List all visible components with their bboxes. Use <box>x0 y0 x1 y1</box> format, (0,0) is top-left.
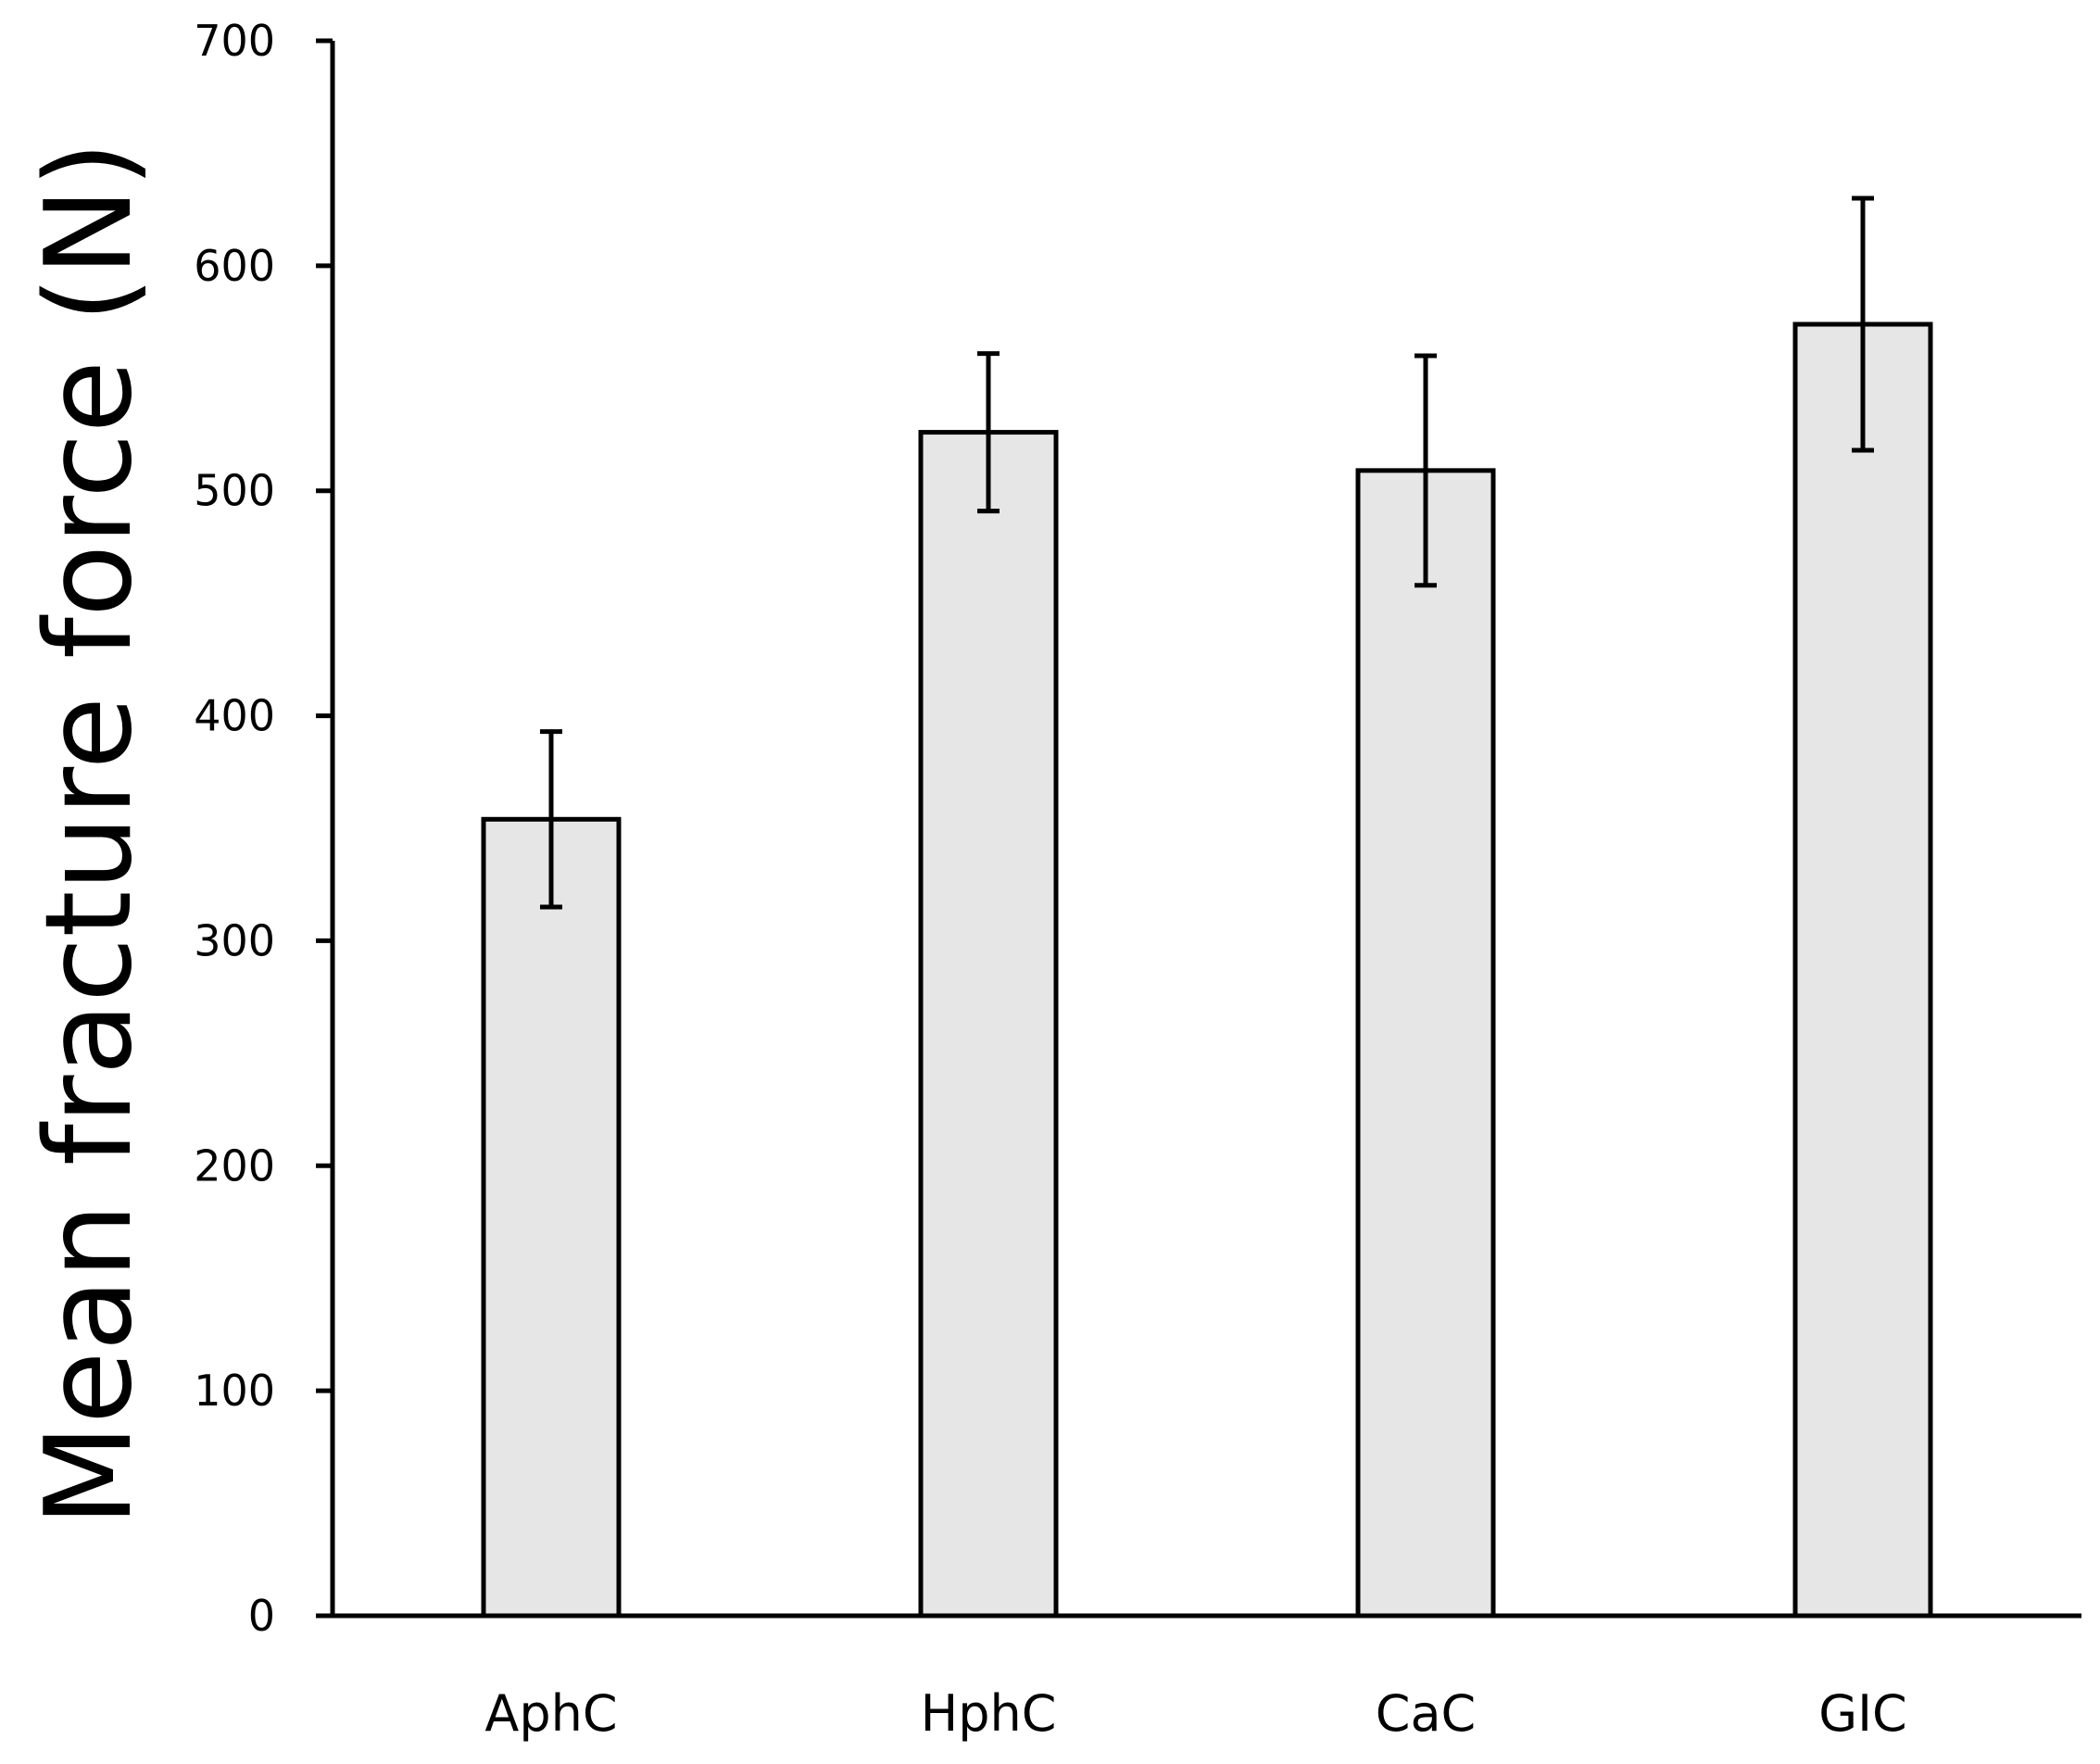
y-tick-label: 0 <box>248 1591 275 1641</box>
y-tick-label: 200 <box>194 1140 275 1191</box>
bar-aphc <box>481 816 622 1619</box>
x-tick-label-cac: CaC <box>1376 1684 1477 1743</box>
bar-cac <box>1355 468 1496 1619</box>
x-tick-label-hphc: HphC <box>921 1684 1057 1743</box>
y-tick-label: 600 <box>194 241 275 291</box>
y-tick-label: 400 <box>194 691 275 741</box>
x-axis-labels: AphC HphC CaC GIC <box>484 1684 1906 1743</box>
y-tick-label: 100 <box>194 1366 275 1416</box>
error-bars <box>540 195 1874 910</box>
x-tick-label-aphc: AphC <box>484 1684 617 1743</box>
bar-gic <box>1792 321 1933 1619</box>
y-tick-label: 700 <box>194 16 275 66</box>
y-axis-title: Mean fracture force (N) <box>20 141 158 1526</box>
bar-hphc <box>918 430 1059 1619</box>
y-tick-label: 300 <box>194 915 275 965</box>
x-tick-label-gic: GIC <box>1818 1684 1906 1743</box>
y-tick-label: 500 <box>194 466 275 516</box>
y-axis-ticks: 0 100 200 300 400 500 600 700 <box>194 16 333 1641</box>
bars <box>481 321 1933 1619</box>
